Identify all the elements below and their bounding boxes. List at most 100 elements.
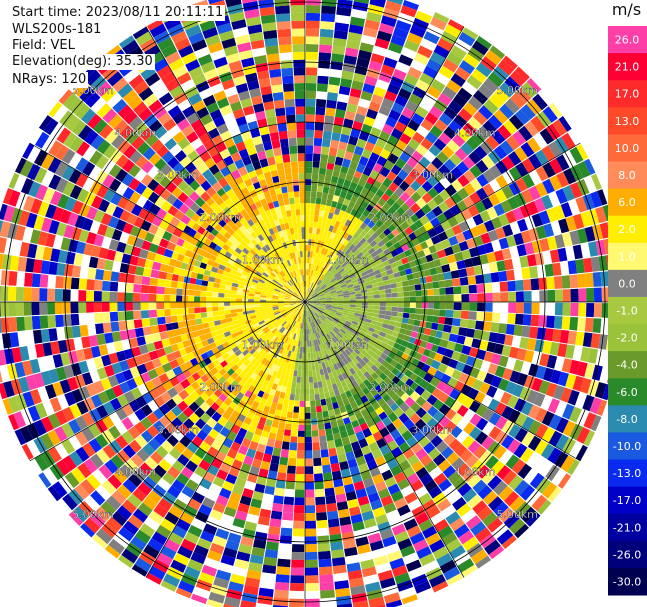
velocity-gate (299, 304, 304, 310)
velocity-gate (315, 203, 321, 211)
velocity-gate (365, 254, 373, 262)
velocity-gate (254, 395, 262, 404)
velocity-gate (296, 302, 303, 305)
velocity-gate (274, 439, 283, 449)
velocity-gate (284, 336, 289, 343)
velocity-gate (325, 296, 332, 299)
velocity-gate (170, 343, 179, 352)
velocity-gate (135, 155, 148, 169)
velocity-gate (261, 312, 268, 316)
velocity-gate (318, 60, 331, 69)
velocity-gate (272, 396, 279, 404)
velocity-gate (290, 304, 297, 307)
velocity-gate (323, 277, 329, 283)
velocity-gate (292, 333, 297, 340)
velocity-gate (95, 170, 109, 184)
velocity-gate (256, 422, 265, 431)
velocity-gate (297, 251, 301, 258)
velocity-gate (296, 298, 303, 301)
velocity-gate (284, 254, 289, 261)
velocity-gate (305, 458, 313, 467)
velocity-gate (217, 416, 228, 427)
velocity-gate (362, 274, 370, 280)
velocity-gate (313, 351, 317, 359)
velocity-gate (169, 234, 180, 245)
velocity-gate (372, 45, 388, 57)
velocity-gate (98, 464, 113, 480)
velocity-gate (309, 388, 315, 395)
velocity-gate (126, 320, 135, 330)
velocity-gate (294, 75, 305, 84)
velocity-gate (309, 394, 315, 401)
velocity-gate (111, 331, 122, 342)
velocity-gate (280, 320, 286, 326)
velocity-gate (385, 116, 398, 128)
velocity-gate (39, 288, 48, 302)
velocity-gate (195, 144, 207, 156)
velocity-gate (295, 257, 299, 264)
velocity-gate (366, 190, 376, 199)
velocity-gate (224, 305, 231, 311)
velocity-gate (261, 310, 268, 314)
velocity-gate (361, 566, 377, 578)
velocity-gate (132, 508, 148, 523)
velocity-gate (177, 492, 191, 505)
velocity-gate (274, 252, 280, 260)
velocity-gate (281, 146, 290, 155)
velocity-gate (307, 328, 310, 335)
velocity-gate (222, 183, 232, 193)
velocity-gate (82, 161, 96, 177)
velocity-gate (283, 235, 289, 242)
velocity-gate (268, 368, 275, 376)
velocity-gate (279, 205, 286, 213)
velocity-gate (303, 287, 305, 293)
velocity-gate (167, 265, 175, 274)
velocity-gate (297, 316, 301, 322)
velocity-gate (340, 524, 353, 534)
velocity-gate (565, 246, 576, 261)
velocity-gate (286, 337, 291, 344)
velocity-gate (313, 245, 317, 253)
velocity-gate (292, 221, 298, 228)
velocity-gate (102, 108, 118, 124)
velocity-gate (350, 16, 366, 27)
velocity-gate (177, 412, 189, 424)
velocity-gate (236, 302, 243, 306)
velocity-gate (428, 245, 437, 254)
velocity-gate (336, 6, 352, 17)
velocity-gate (264, 237, 271, 244)
velocity-gate (147, 400, 159, 412)
velocity-gate (249, 465, 260, 476)
velocity-gate (343, 118, 354, 129)
velocity-gate (101, 291, 110, 302)
velocity-gate (365, 284, 373, 289)
velocity-gate (59, 209, 72, 224)
velocity-gate (535, 149, 549, 166)
velocity-gate (265, 45, 279, 55)
velocity-gate (316, 91, 328, 100)
velocity-gate (95, 434, 109, 449)
velocity-gate (305, 598, 320, 607)
velocity-gate (274, 365, 280, 372)
velocity-gate (345, 451, 356, 461)
velocity-gate (86, 474, 101, 490)
velocity-gate (523, 291, 532, 302)
velocity-gate (291, 264, 295, 272)
velocity-gate (283, 285, 289, 290)
velocity-gate (242, 366, 250, 375)
velocity-gate (284, 296, 291, 299)
velocity-gate (342, 246, 349, 253)
velocity-gate (55, 275, 64, 289)
velocity-gate (220, 360, 228, 368)
velocity-gate (315, 496, 326, 506)
velocity-gate (378, 184, 388, 193)
velocity-gate (458, 268, 468, 278)
velocity-gate (129, 255, 139, 266)
velocity-gate (297, 436, 305, 443)
velocity-gate (473, 265, 483, 276)
velocity-gate (202, 169, 213, 180)
velocity-gate (64, 264, 74, 277)
velocity-gate (42, 468, 58, 485)
velocity-gate (247, 473, 258, 484)
velocity-gate (262, 379, 270, 387)
